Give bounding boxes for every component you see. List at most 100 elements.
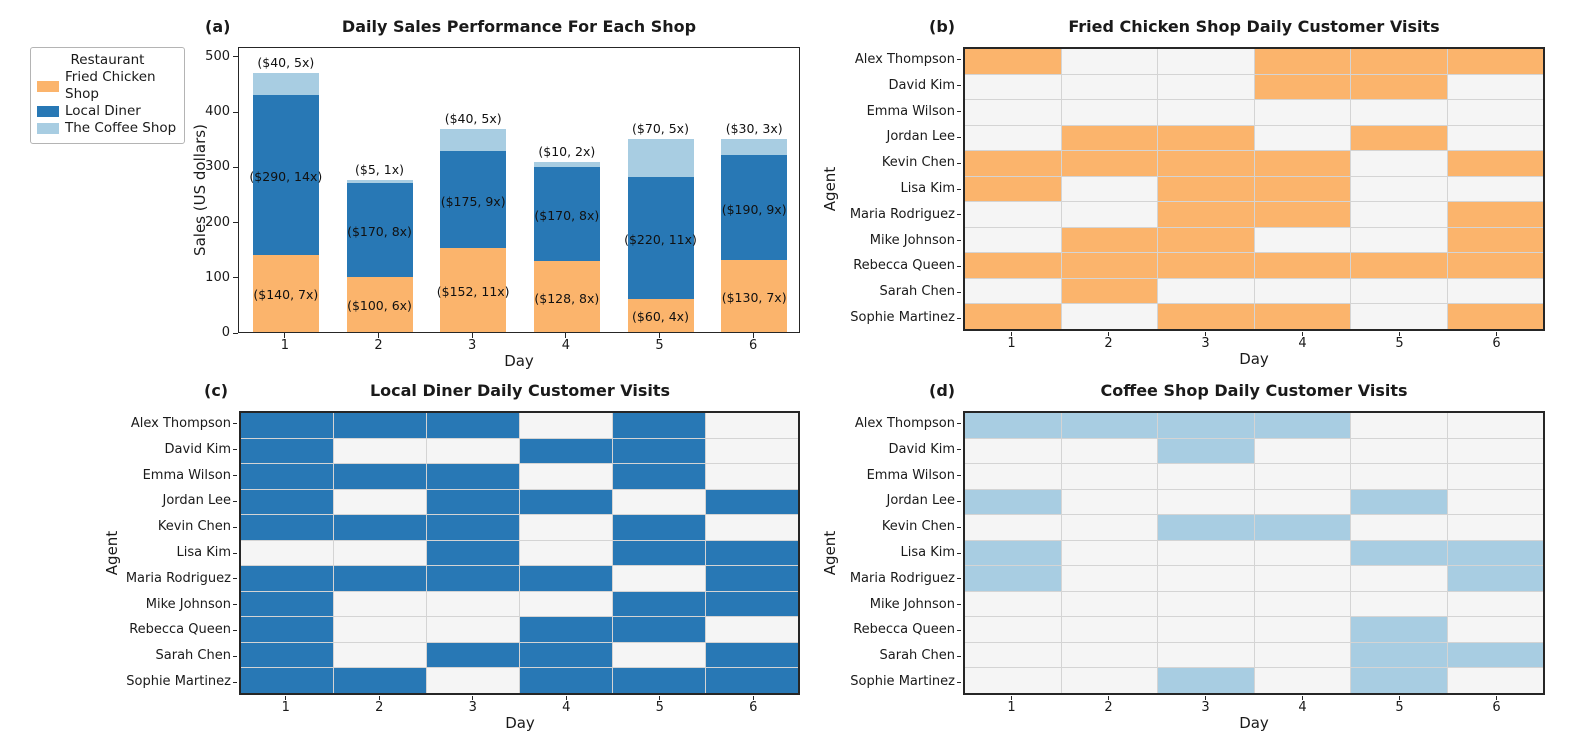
heatmap-cell xyxy=(427,642,519,668)
plot-area-d xyxy=(963,411,1545,695)
heatmap-cell xyxy=(1158,125,1254,151)
bar-segment-coffee_shop xyxy=(721,138,788,156)
heatmap-cell xyxy=(520,540,612,566)
x-tick-mark xyxy=(471,333,473,338)
y-tick-label: 0 xyxy=(221,325,230,340)
heatmap-cell xyxy=(1447,464,1543,489)
heatmap-cell xyxy=(520,591,612,617)
x-tick-mark xyxy=(1205,696,1206,700)
heatmap-cell xyxy=(1351,540,1447,566)
x-tick-mark xyxy=(1011,696,1012,700)
heatmap-cell xyxy=(1061,278,1157,304)
heatmap-cell xyxy=(1254,515,1350,540)
heatmap-cell xyxy=(613,642,705,668)
x-tick-label: 2 xyxy=(374,338,383,353)
bar-segment-local_diner xyxy=(440,151,507,249)
agent-row-label: Alex Thompson xyxy=(854,415,955,431)
y-tick-mark xyxy=(233,423,237,425)
legend-swatch-fried_chicken xyxy=(37,80,59,92)
bar-value-label: ($152, 11x) xyxy=(436,284,510,300)
heatmap-cell xyxy=(1158,413,1254,438)
heatmap-cell xyxy=(706,413,798,438)
heatmap-cell xyxy=(1158,202,1254,227)
x-tick-mark xyxy=(472,696,474,700)
heatmap-cell xyxy=(965,125,1061,151)
heatmap-cell xyxy=(1447,413,1543,438)
x-tick-label: 3 xyxy=(468,338,477,353)
bar-segment-fried_chicken xyxy=(252,254,319,332)
agent-row-label: Mike Johnson xyxy=(869,596,955,612)
y-tick-mark xyxy=(957,162,961,164)
agent-row-label: Kevin Chen xyxy=(881,519,955,535)
heatmap-cell xyxy=(613,668,705,693)
agent-row-label: Sophie Martinez xyxy=(850,674,955,690)
heatmap-cell xyxy=(1061,227,1157,253)
x-tick-label: 3 xyxy=(468,700,477,715)
agent-row-label: Sarah Chen xyxy=(155,648,231,664)
heatmap-cell xyxy=(520,413,612,438)
bar-segment-fried_chicken xyxy=(627,298,694,332)
legend-label: The Coffee Shop xyxy=(65,120,177,136)
agent-row-label: Alex Thompson xyxy=(130,415,231,431)
x-tick-label: 6 xyxy=(749,700,758,715)
heatmap-cell xyxy=(965,464,1061,489)
heatmap-cell xyxy=(1061,438,1157,464)
heatmap-cell xyxy=(1158,49,1254,74)
bar-value-label: ($40, 5x) xyxy=(257,54,315,70)
heatmap-cell xyxy=(1158,176,1254,202)
bar-value-label: ($190, 9x) xyxy=(721,201,787,217)
heatmap-cell xyxy=(1158,151,1254,176)
agent-row-label: Jordan Lee xyxy=(886,493,955,509)
heatmap-cell xyxy=(427,617,519,642)
heatmap-cell xyxy=(241,566,333,591)
heatmap-cell xyxy=(1254,125,1350,151)
y-tick-label: 400 xyxy=(205,104,230,120)
y-tick-mark xyxy=(957,604,961,606)
heatmap-cell xyxy=(613,464,705,489)
heatmap-cell xyxy=(1061,253,1157,278)
heatmap-cell xyxy=(1254,668,1350,693)
heatmap-cell xyxy=(965,151,1061,176)
heatmap-cell xyxy=(1447,74,1543,100)
bar-value-label: ($130, 7x) xyxy=(721,290,787,306)
agent-row-label: David Kim xyxy=(888,441,955,457)
heatmap-cell xyxy=(965,227,1061,253)
agent-row-label: Emma Wilson xyxy=(142,467,231,483)
heatmap-cell xyxy=(613,489,705,515)
legend: Restaurant Fried Chicken Shop Local Diner… xyxy=(30,47,185,144)
bar-value-label: ($290, 14x) xyxy=(249,168,323,184)
heatmap-cell xyxy=(1447,202,1543,227)
heatmap-cell xyxy=(1061,566,1157,591)
heatmap-cell xyxy=(1061,100,1157,125)
legend-entry: Local Diner xyxy=(37,103,178,120)
heatmap-cell xyxy=(1447,540,1543,566)
heatmap-cell xyxy=(1158,100,1254,125)
heatmap-cell xyxy=(1447,125,1543,151)
agent-row-label: Maria Rodriguez xyxy=(125,570,231,586)
bar-value-label: ($10, 2x) xyxy=(538,143,596,159)
x-axis-label-a: Day xyxy=(504,352,534,370)
plot-area-b xyxy=(963,47,1545,331)
heatmap-cell xyxy=(334,540,426,566)
x-tick-mark xyxy=(1108,332,1109,336)
heatmap-cell xyxy=(1254,227,1350,253)
heatmap-cell xyxy=(1254,540,1350,566)
y-tick-mark xyxy=(957,188,961,190)
bar-value-label: ($100, 6x) xyxy=(347,298,412,314)
heatmap-cell xyxy=(1061,591,1157,617)
heatmap-cell xyxy=(1254,438,1350,464)
heatmap-cell xyxy=(1061,668,1157,693)
heatmap-cell xyxy=(1061,304,1157,329)
y-tick-mark xyxy=(957,449,961,451)
heatmap-cell xyxy=(1158,642,1254,668)
y-tick-mark xyxy=(957,136,961,138)
heatmap-cell xyxy=(1061,74,1157,100)
bar-value-label: ($175, 9x) xyxy=(440,193,506,209)
plot-area-a: ($140, 7x) ($290, 14x) ($40, 5x) ($100, 6x)… xyxy=(238,47,800,333)
x-tick-label: 6 xyxy=(749,338,758,353)
heatmap-cell xyxy=(1158,591,1254,617)
heatmap-cell xyxy=(1351,253,1447,278)
bar-value-label: ($70, 5x) xyxy=(632,120,689,136)
heatmap-cell xyxy=(706,464,798,489)
bar-segment-fried_chicken xyxy=(346,276,413,332)
